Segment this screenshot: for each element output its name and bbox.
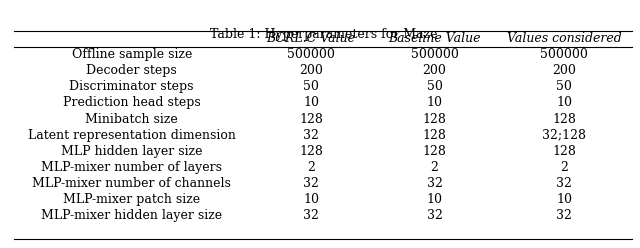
Text: Decoder steps: Decoder steps xyxy=(86,64,177,77)
Text: 10: 10 xyxy=(303,193,319,206)
Text: 2: 2 xyxy=(307,161,315,174)
Text: 200: 200 xyxy=(552,64,576,77)
Text: 128: 128 xyxy=(299,113,323,125)
Text: Discriminator steps: Discriminator steps xyxy=(70,80,194,93)
Text: 10: 10 xyxy=(556,96,572,109)
Text: 32: 32 xyxy=(303,128,319,142)
Text: 32: 32 xyxy=(556,209,572,222)
Text: MLP-mixer number of layers: MLP-mixer number of layers xyxy=(41,161,222,174)
Text: 128: 128 xyxy=(422,128,447,142)
Text: 50: 50 xyxy=(303,80,319,93)
Text: 50: 50 xyxy=(427,80,442,93)
Text: 32: 32 xyxy=(303,209,319,222)
Text: 128: 128 xyxy=(422,113,447,125)
Text: 2: 2 xyxy=(431,161,438,174)
Text: 32: 32 xyxy=(556,177,572,190)
Text: 500000: 500000 xyxy=(411,48,458,61)
Text: 128: 128 xyxy=(552,113,576,125)
Text: 50: 50 xyxy=(556,80,572,93)
Text: 32;128: 32;128 xyxy=(542,128,586,142)
Text: 10: 10 xyxy=(426,193,442,206)
Text: Values considered: Values considered xyxy=(507,32,621,45)
Text: Prediction head steps: Prediction head steps xyxy=(63,96,200,109)
Text: Minibatch size: Minibatch size xyxy=(85,113,178,125)
Text: 500000: 500000 xyxy=(540,48,588,61)
Text: 10: 10 xyxy=(556,193,572,206)
Text: 128: 128 xyxy=(422,145,447,157)
Text: MLP hidden layer size: MLP hidden layer size xyxy=(61,145,202,157)
Text: 10: 10 xyxy=(426,96,442,109)
Text: Table 1: Hyperparameters for Maze: Table 1: Hyperparameters for Maze xyxy=(209,28,437,41)
Text: Latent representation dimension: Latent representation dimension xyxy=(28,128,236,142)
Text: 32: 32 xyxy=(303,177,319,190)
Text: BCRL.C Value: BCRL.C Value xyxy=(266,32,355,45)
Text: 32: 32 xyxy=(427,209,442,222)
Text: Offline sample size: Offline sample size xyxy=(72,48,192,61)
Text: MLP-mixer number of channels: MLP-mixer number of channels xyxy=(32,177,231,190)
Text: MLP-mixer patch size: MLP-mixer patch size xyxy=(63,193,200,206)
Text: 500000: 500000 xyxy=(287,48,335,61)
Text: 10: 10 xyxy=(303,96,319,109)
Text: 200: 200 xyxy=(299,64,323,77)
Text: 32: 32 xyxy=(427,177,442,190)
Text: 128: 128 xyxy=(299,145,323,157)
Text: 128: 128 xyxy=(552,145,576,157)
Text: 200: 200 xyxy=(422,64,447,77)
Text: Baseline Value: Baseline Value xyxy=(388,32,481,45)
Text: MLP-mixer hidden layer size: MLP-mixer hidden layer size xyxy=(41,209,222,222)
Text: 2: 2 xyxy=(561,161,568,174)
